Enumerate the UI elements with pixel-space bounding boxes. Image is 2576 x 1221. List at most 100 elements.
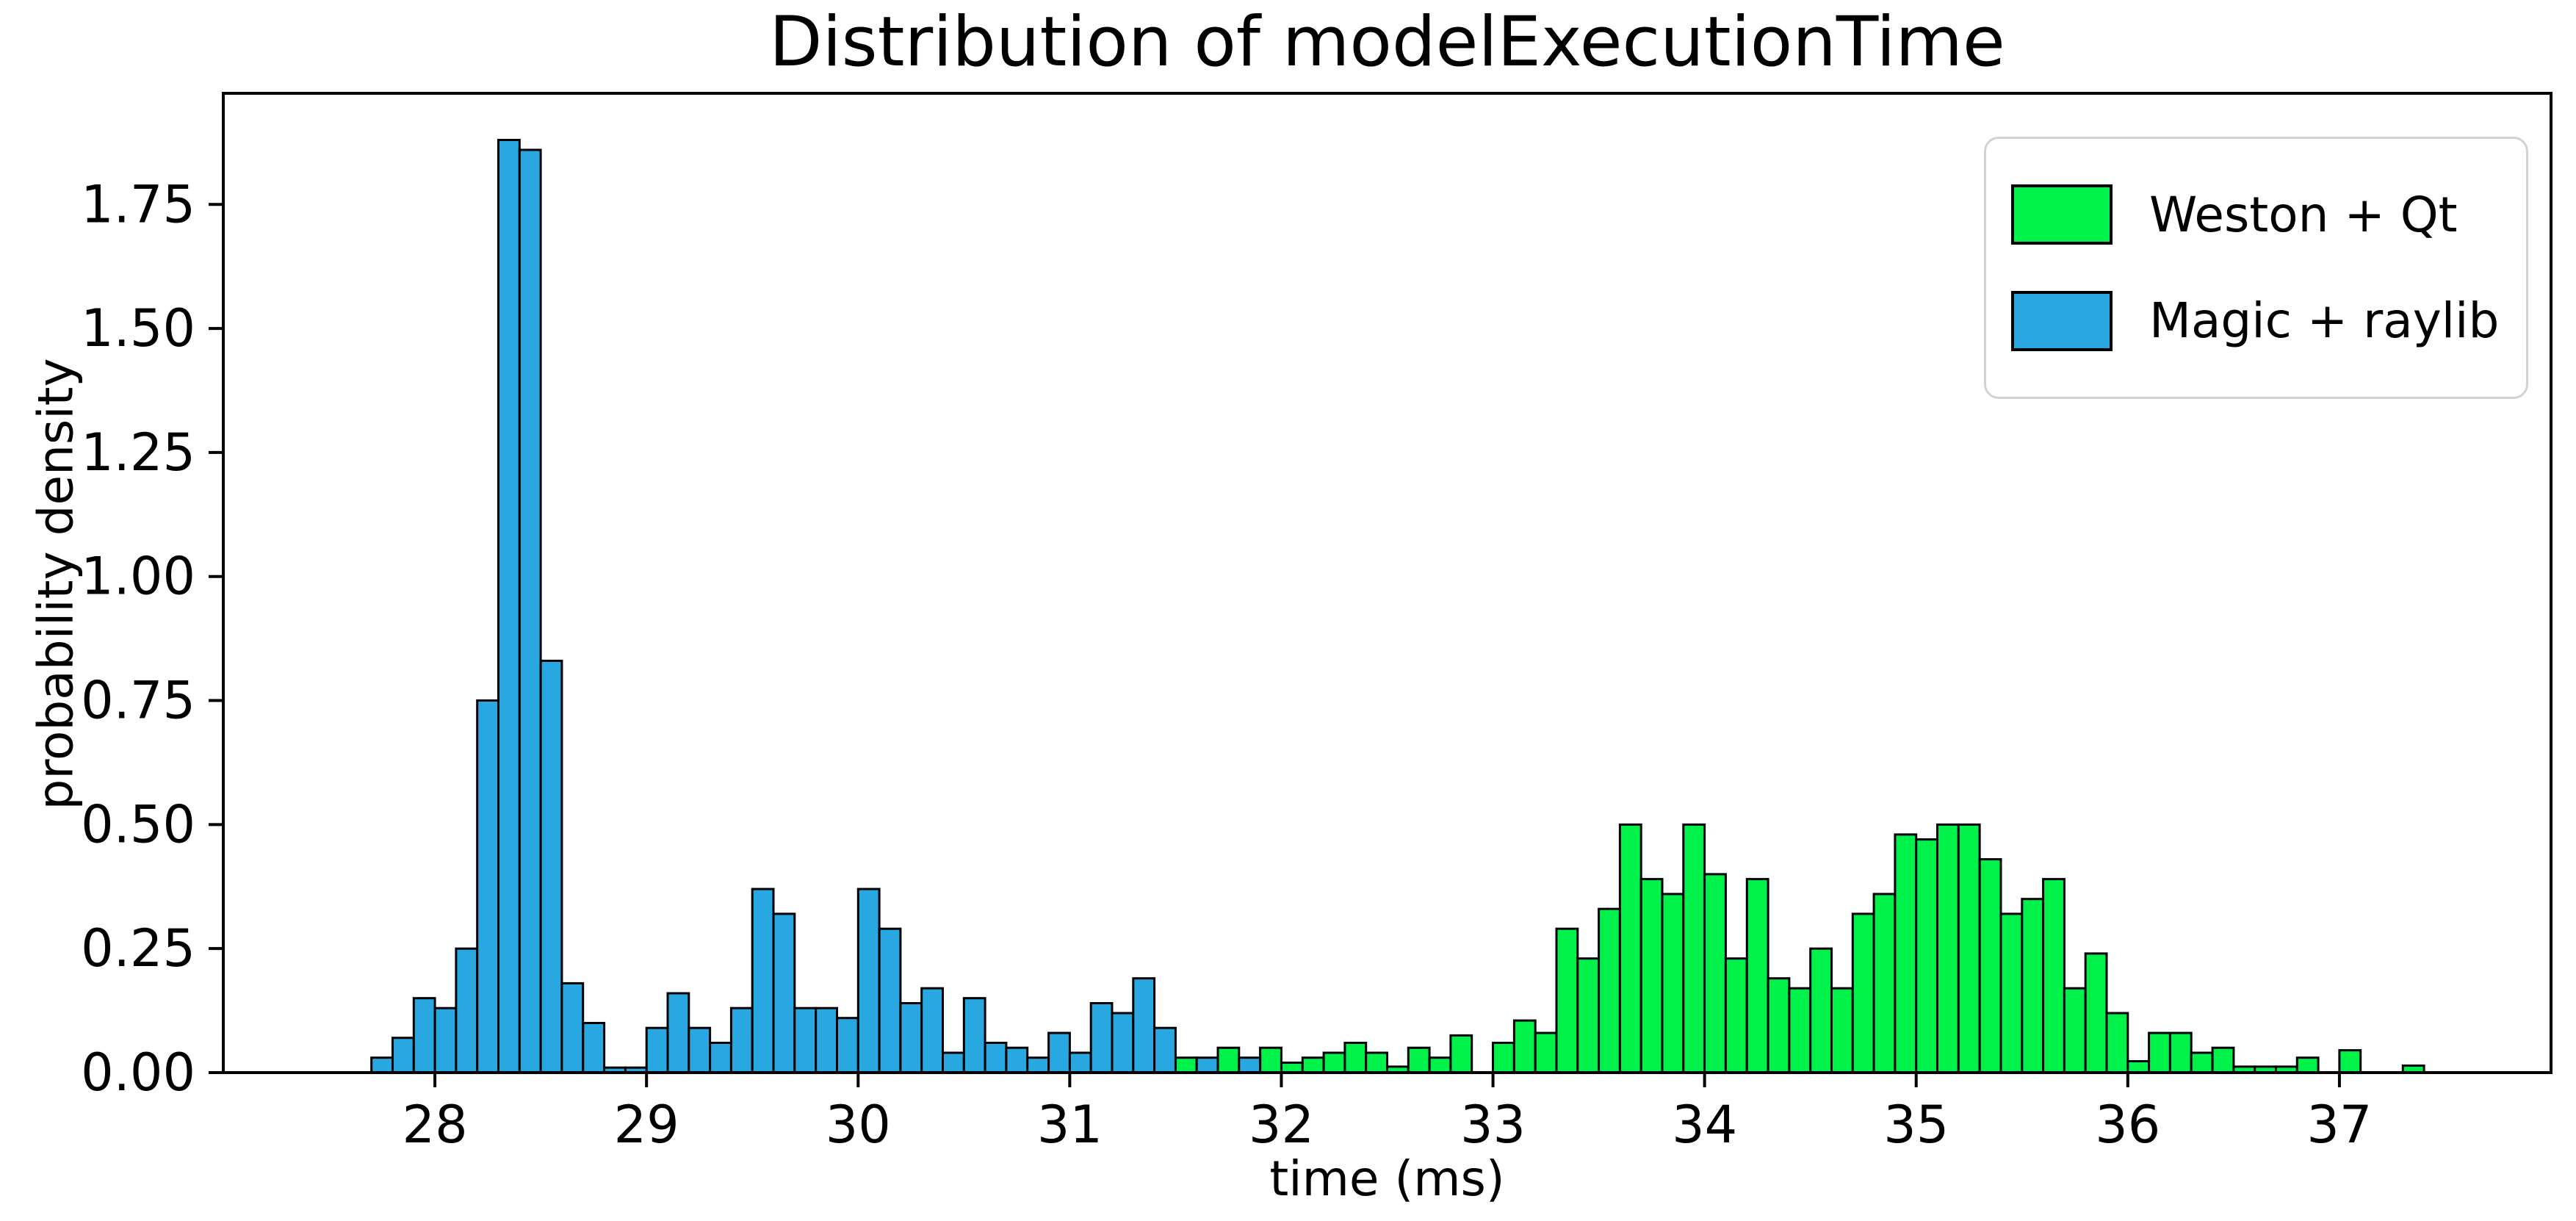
axes-spines <box>222 92 2552 1074</box>
histogram-bar <box>1492 1042 1515 1074</box>
x-tick-label: 37 <box>2306 1095 2372 1155</box>
histogram-bar <box>1682 823 1706 1074</box>
histogram-bar <box>942 1051 965 1074</box>
histogram-bar <box>1703 873 1727 1074</box>
histogram-bar <box>1534 1031 1558 1074</box>
histogram-bar <box>1767 977 1791 1074</box>
histogram-bar <box>1089 1002 1114 1074</box>
histogram-bar <box>962 997 986 1074</box>
y-tick-label: 1.25 <box>81 422 195 483</box>
histogram-bar <box>1259 1046 1282 1074</box>
histogram-bar <box>815 1006 838 1074</box>
legend-item-magic-raylib: Magic + raylib <box>2011 290 2526 351</box>
histogram-bar <box>1301 1056 1325 1074</box>
x-tick-label: 35 <box>1883 1095 1949 1155</box>
legend-label-magic-raylib: Magic + raylib <box>2149 292 2500 350</box>
histogram-bar <box>1999 912 2024 1074</box>
legend: Weston + Qt Magic + raylib <box>1984 137 2528 399</box>
histogram-bar <box>412 997 436 1074</box>
y-tick-label: 0.75 <box>81 671 195 731</box>
histogram-bar <box>370 1056 394 1074</box>
histogram-bar <box>1872 893 1897 1074</box>
histogram-bar <box>560 982 585 1074</box>
histogram-bar <box>709 1042 732 1074</box>
histogram-bar <box>1322 1051 1346 1074</box>
x-tick-label: 31 <box>1037 1095 1103 1155</box>
histogram-bar <box>772 912 796 1074</box>
legend-swatch-weston-qt <box>2011 184 2113 245</box>
histogram-bar <box>1512 1019 1537 1074</box>
histogram-bar <box>1724 957 1748 1074</box>
histogram-bar <box>984 1042 1008 1074</box>
histogram-bar <box>1174 1056 1198 1074</box>
histogram-bar <box>878 927 902 1074</box>
histogram-bar <box>1851 912 1875 1074</box>
histogram-bar <box>1830 987 1854 1074</box>
y-tick-label: 0.25 <box>81 918 195 979</box>
histogram-bar <box>2338 1049 2362 1074</box>
histogram-bar <box>2295 1056 2320 1074</box>
histogram-bar <box>1005 1046 1029 1074</box>
histogram-bar <box>1618 823 1642 1074</box>
histogram-bar <box>392 1037 415 1074</box>
histogram-bar <box>433 1006 458 1074</box>
x-tick-label: 34 <box>1672 1095 1737 1155</box>
y-tick-label: 0.00 <box>81 1042 195 1103</box>
histogram-bar <box>1788 987 1812 1074</box>
x-tick-label: 32 <box>1249 1095 1314 1155</box>
x-tick-label: 36 <box>2095 1095 2160 1155</box>
histogram-bar <box>1809 947 1833 1074</box>
y-tick-label: 1.75 <box>81 174 195 234</box>
histogram-bar <box>582 1022 606 1074</box>
histogram-bar <box>2168 1031 2193 1074</box>
histogram-bar <box>497 139 521 1074</box>
x-tick-label: 29 <box>614 1095 679 1155</box>
y-tick-label: 1.00 <box>81 547 195 607</box>
x-tick-label: 33 <box>1460 1095 1526 1155</box>
histogram-bar <box>836 1017 859 1074</box>
histogram-bar <box>1576 957 1601 1074</box>
x-tick-label: 28 <box>403 1095 468 1155</box>
legend-swatch-magic-raylib <box>2011 290 2113 351</box>
histogram-bar <box>2190 1051 2214 1074</box>
histogram-bar <box>751 887 775 1074</box>
histogram-bar <box>1978 858 2002 1074</box>
histogram-bar <box>1026 1056 1050 1074</box>
histogram-bar <box>476 699 500 1074</box>
histogram-bar <box>1132 977 1156 1074</box>
histogram-bar <box>645 1026 669 1074</box>
histogram-bar <box>1661 893 1685 1074</box>
histogram-bar <box>688 1026 712 1074</box>
legend-label-weston-qt: Weston + Qt <box>2149 186 2458 243</box>
x-tick-label: 30 <box>826 1095 891 1155</box>
histogram-bar <box>518 148 542 1074</box>
histogram-bar <box>1216 1046 1241 1074</box>
histogram-bar <box>1936 823 1960 1074</box>
histogram-bar <box>920 987 944 1074</box>
histogram-bar <box>2105 1012 2129 1074</box>
histogram-bar <box>1555 927 1579 1074</box>
histogram-bar <box>666 992 690 1074</box>
histogram-bar <box>1407 1046 1431 1074</box>
histogram-bar <box>2021 898 2045 1074</box>
histogram-bar <box>2084 952 2108 1074</box>
histogram-bar <box>1238 1056 1262 1074</box>
histogram-bar <box>2148 1031 2171 1074</box>
histogram-bar <box>1449 1034 1473 1074</box>
y-axis-label: probability density <box>27 358 84 810</box>
histogram-bar <box>1280 1062 1304 1074</box>
histogram-bar <box>899 1002 923 1074</box>
histogram-bar <box>729 1006 754 1074</box>
histogram-bar <box>1365 1051 1388 1074</box>
histogram-bar <box>1343 1042 1368 1074</box>
histogram-bar <box>1195 1056 1219 1074</box>
y-tick-label: 0.50 <box>81 794 195 854</box>
histogram-bar <box>2063 987 2087 1074</box>
histogram-bar <box>1047 1031 1071 1074</box>
histogram-bar <box>2042 878 2066 1074</box>
histogram-bar <box>1745 878 1769 1074</box>
histogram-bar <box>1957 823 1981 1074</box>
histogram-bar <box>1153 1026 1177 1074</box>
